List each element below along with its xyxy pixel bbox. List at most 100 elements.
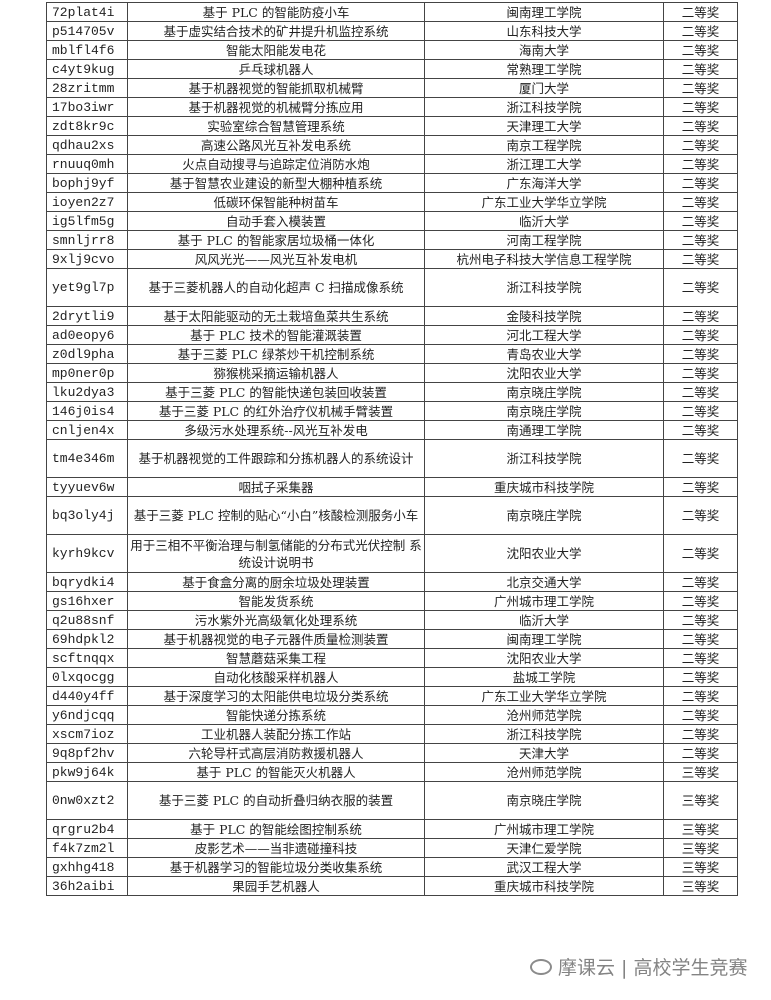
cell-award: 二等奖 [663,610,738,630]
cell-award: 二等奖 [663,344,738,364]
cell-title: 污水紫外光高级氧化处理系统 [127,610,425,630]
cell-award: 三等奖 [663,838,738,858]
cell-code: c4yt9kug [46,59,128,79]
cell-school: 天津理工大学 [424,116,664,136]
cell-title: 基于 PLC 的智能绘图控制系统 [127,819,425,839]
cell-code: pkw9j64k [46,762,128,782]
cell-school: 广州城市理工学院 [424,591,664,611]
cell-award: 二等奖 [663,629,738,649]
cell-school: 广东工业大学华立学院 [424,686,664,706]
cell-award: 三等奖 [663,857,738,877]
table-row: rnuuq0mh 火点自动搜寻与追踪定位消防水炮 浙江理工大学 二等奖 [46,154,738,174]
table-row: gs16hxer 智能发货系统 广州城市理工学院 二等奖 [46,591,738,611]
award-table-body: 72plat4i 基于 PLC 的智能防疫小车 闽南理工学院 二等奖 p514705v 基… [46,2,738,896]
cell-school: 广州城市理工学院 [424,819,664,839]
cell-award: 二等奖 [663,173,738,193]
cell-award: 二等奖 [663,534,738,573]
table-row: 36h2aibi 果园手艺机器人 重庆城市科技学院 三等奖 [46,876,738,896]
cell-code: ioyen2z7 [46,192,128,212]
cell-award: 二等奖 [663,705,738,725]
cell-code: 72plat4i [46,2,128,22]
cell-code: d440y4ff [46,686,128,706]
cell-code: 0lxqocgg [46,667,128,687]
award-table: 72plat4i 基于 PLC 的智能防疫小车 闽南理工学院 二等奖 p514705v 基… [46,2,738,896]
cell-award: 三等奖 [663,781,738,820]
cell-award: 二等奖 [663,439,738,478]
cell-title: 风风光光——风光互补发电机 [127,249,425,269]
cell-award: 二等奖 [663,230,738,250]
cell-school: 海南大学 [424,40,664,60]
table-row: ig5lfm5g 自动手套入模装置 临沂大学 二等奖 [46,211,738,231]
cell-title: 猕猴桃采摘运输机器人 [127,363,425,383]
table-row: bophj9yf 基于智慧农业建设的新型大棚种植系统 广东海洋大学 二等奖 [46,173,738,193]
cell-school: 沈阳农业大学 [424,363,664,383]
cell-title: 高速公路风光互补发电系统 [127,135,425,155]
table-row: 28zritmm 基于机器视觉的智能抓取机械臂 厦门大学 二等奖 [46,78,738,98]
cell-school: 金陵科技学院 [424,306,664,326]
cell-award: 二等奖 [663,363,738,383]
cell-code: rnuuq0mh [46,154,128,174]
cell-award: 二等奖 [663,648,738,668]
table-row: yet9gl7p 基于三菱机器人的自动化超声 C 扫描成像系统 浙江科技学院 二等奖 [46,268,738,307]
table-row: gxhhg418 基于机器学习的智能垃圾分类收集系统 武汉工程大学 三等奖 [46,857,738,877]
cell-school: 沈阳农业大学 [424,648,664,668]
table-row: q2u88snf 污水紫外光高级氧化处理系统 临沂大学 二等奖 [46,610,738,630]
table-row: 9q8pf2hv 六轮导杆式高层消防救援机器人 天津大学 二等奖 [46,743,738,763]
table-row: smnljrr8 基于 PLC 的智能家居垃圾桶一体化 河南工程学院 二等奖 [46,230,738,250]
cell-code: smnljrr8 [46,230,128,250]
cell-school: 沧州师范学院 [424,762,664,782]
cell-award: 二等奖 [663,591,738,611]
cell-code: scftnqqx [46,648,128,668]
cell-code: tm4e346m [46,439,128,478]
cell-code: qdhau2xs [46,135,128,155]
cell-code: zdt8kr9c [46,116,128,136]
cell-title: 火点自动搜寻与追踪定位消防水炮 [127,154,425,174]
cell-title: 果园手艺机器人 [127,876,425,896]
cell-code: tyyuev6w [46,477,128,497]
cell-title: 基于机器学习的智能垃圾分类收集系统 [127,857,425,877]
cell-code: mp0ner0p [46,363,128,383]
cell-school: 北京交通大学 [424,572,664,592]
cell-school: 临沂大学 [424,610,664,630]
cell-award: 二等奖 [663,667,738,687]
table-row: 9xlj9cvo 风风光光——风光互补发电机 杭州电子科技大学信息工程学院 二等奖 [46,249,738,269]
cell-code: 9xlj9cvo [46,249,128,269]
cell-code: qrgru2b4 [46,819,128,839]
cell-title: 智慧蘑菇采集工程 [127,648,425,668]
cell-award: 二等奖 [663,401,738,421]
table-row: ioyen2z7 低碳环保智能种树苗车 广东工业大学华立学院 二等奖 [46,192,738,212]
table-row: 72plat4i 基于 PLC 的智能防疫小车 闽南理工学院 二等奖 [46,2,738,22]
cell-code: xscm7ioz [46,724,128,744]
cell-title: 乒乓球机器人 [127,59,425,79]
table-row: qrgru2b4 基于 PLC 的智能绘图控制系统 广州城市理工学院 三等奖 [46,819,738,839]
cell-title: 皮影艺术——当非遗碰撞科技 [127,838,425,858]
cell-title: 自动化核酸采样机器人 [127,667,425,687]
cell-title: 六轮导杆式高层消防救援机器人 [127,743,425,763]
watermark-text: 摩课云 | 高校学生竞赛 [558,957,748,979]
table-row: ad0eopy6 基于 PLC 技术的智能灌溉装置 河北工程大学 二等奖 [46,325,738,345]
cell-title: 咽拭子采集器 [127,477,425,497]
cell-code: gxhhg418 [46,857,128,877]
cell-award: 二等奖 [663,325,738,345]
cell-school: 南通理工学院 [424,420,664,440]
cell-award: 二等奖 [663,724,738,744]
cell-code: 146j0is4 [46,401,128,421]
cell-award: 二等奖 [663,249,738,269]
cell-school: 广东工业大学华立学院 [424,192,664,212]
cell-school: 浙江理工大学 [424,154,664,174]
cell-code: 28zritmm [46,78,128,98]
cell-school: 山东科技大学 [424,21,664,41]
cell-code: 0nw0xzt2 [46,781,128,820]
cell-school: 杭州电子科技大学信息工程学院 [424,249,664,269]
cell-code: bq3oly4j [46,496,128,535]
cell-award: 二等奖 [663,97,738,117]
cell-school: 常熟理工学院 [424,59,664,79]
table-row: p514705v 基于虚实结合技术的矿井提升机监控系统 山东科技大学 二等奖 [46,21,738,41]
cell-title: 基于机器视觉的工件跟踪和分拣机器人的系统设计 [127,439,425,478]
table-row: zdt8kr9c 实验室综合智慧管理系统 天津理工大学 二等奖 [46,116,738,136]
cell-award: 二等奖 [663,572,738,592]
table-row: pkw9j64k 基于 PLC 的智能灭火机器人 沧州师范学院 三等奖 [46,762,738,782]
cell-code: yet9gl7p [46,268,128,307]
cell-title: 基于虚实结合技术的矿井提升机监控系统 [127,21,425,41]
cell-title: 基于三菱 PLC 的智能快递包装回收装置 [127,382,425,402]
